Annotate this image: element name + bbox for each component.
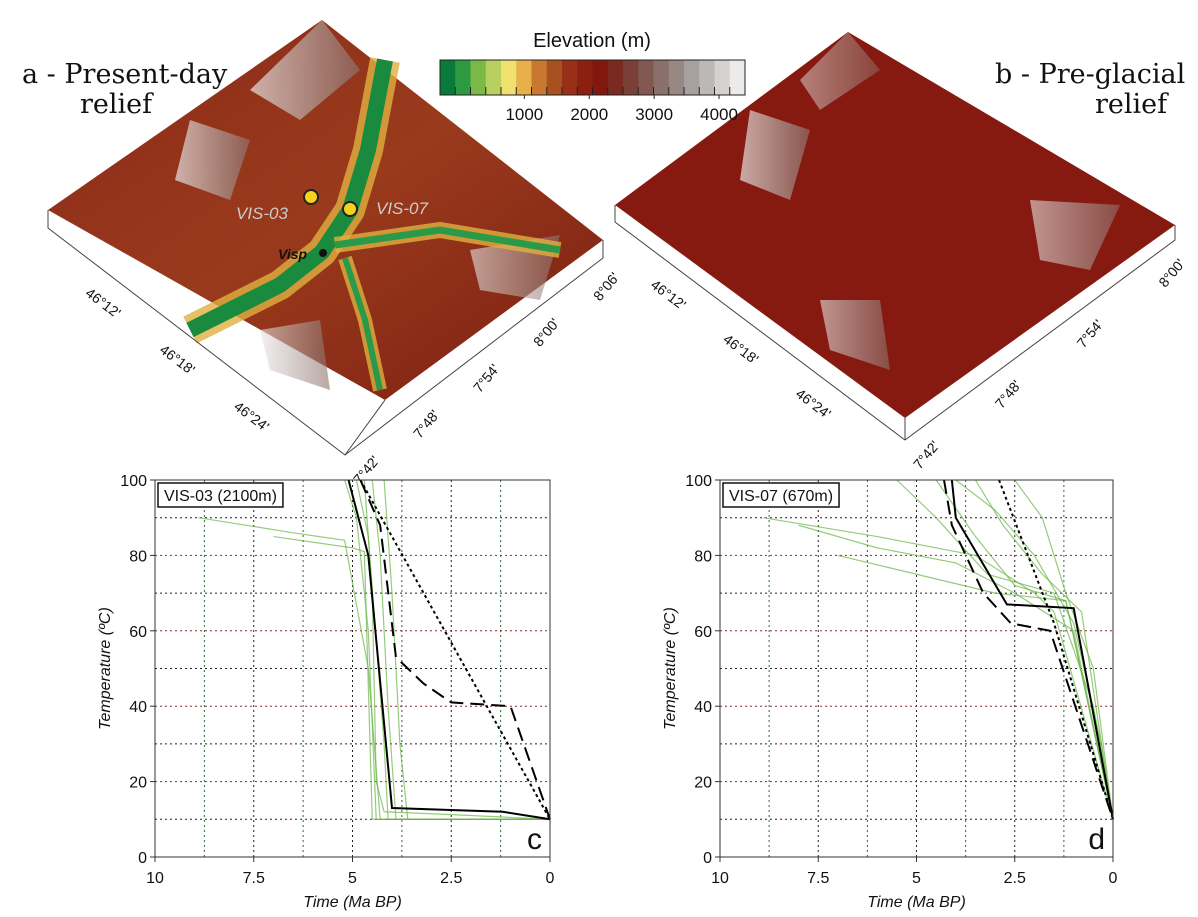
- panel-title: b - Pre-glacial: [995, 59, 1185, 90]
- chart: 10 7.5 5 2.5 0 0 20 40 60 80 100 Time (Ma BP) Temper…: [97, 473, 555, 911]
- y-axis-label: Temperature (ºC): [662, 607, 679, 730]
- y-tick-label: 100: [685, 473, 712, 490]
- colorbar-cell: [531, 60, 548, 95]
- colorbar-tick-label: 3000: [635, 105, 673, 124]
- colorbar-tick-label: 4000: [700, 105, 738, 124]
- title-box: [722, 482, 840, 508]
- colorbar-cell: [470, 60, 487, 95]
- series-line: [974, 479, 1114, 820]
- town-label: Visp: [278, 246, 307, 262]
- valley: [186, 58, 393, 338]
- y-tick-label: 20: [129, 775, 147, 792]
- colorbar-cell: [485, 60, 502, 95]
- x-tick-label: 5: [912, 870, 921, 887]
- colorbar-cell: [577, 60, 593, 95]
- ridge: [175, 120, 250, 200]
- x-tick-label: 2.5: [440, 870, 462, 887]
- series-line: [359, 479, 551, 820]
- y-tick-label: 100: [120, 473, 147, 490]
- x-tick-label: 2.5: [1004, 870, 1026, 887]
- colorbar-cell: [440, 60, 456, 95]
- x-axis-label: Time (Ma BP): [867, 894, 966, 911]
- ridge: [250, 20, 360, 120]
- site-marker: [342, 201, 358, 217]
- colorbar-tick-label: 1000: [505, 105, 543, 124]
- valley: [342, 257, 383, 391]
- colorbar-cell: [501, 60, 517, 95]
- ridge: [820, 300, 890, 370]
- chart-title: VIS-03 (2100m): [164, 488, 277, 505]
- colorbar-cell: [592, 60, 609, 95]
- chart-title: VIS-07 (670m): [729, 488, 833, 505]
- series-line: [798, 524, 1114, 820]
- panel-title: a - Present-day: [22, 59, 228, 90]
- box: [344, 399, 386, 456]
- site-label: VIS-03: [236, 204, 289, 223]
- colorbar-cell: [684, 60, 700, 95]
- colorbar-cell: [546, 60, 563, 95]
- y-tick-label: 0: [138, 850, 147, 867]
- colorbar-cell: [714, 60, 731, 95]
- x-tick-label: 0: [546, 870, 555, 887]
- y-tick-label: 0: [703, 850, 712, 867]
- town-marker: [319, 249, 327, 257]
- colorbar-cell: [699, 60, 715, 95]
- colorbar-tick-label: 2000: [570, 105, 608, 124]
- terrain: [48, 20, 603, 400]
- y-tick-label: 80: [129, 548, 147, 565]
- series-line: [837, 554, 1114, 820]
- x-tick-label: 7.5: [807, 870, 829, 887]
- colorbar-cell: [516, 60, 532, 95]
- series-line: [943, 479, 1114, 820]
- colorbar-cell: [729, 60, 746, 95]
- colorbar-cell: [455, 60, 471, 95]
- ridge: [1030, 200, 1120, 270]
- panel-title: relief: [80, 89, 154, 120]
- series-line: [950, 479, 1114, 820]
- colorbar-cell: [607, 60, 624, 95]
- y-tick-label: 20: [694, 775, 712, 792]
- x-tick-label: 5: [348, 870, 357, 887]
- y-tick-label: 40: [129, 699, 147, 716]
- colorbar-cell: [623, 60, 639, 95]
- colorbar-cell: [653, 60, 670, 95]
- ridge: [740, 110, 810, 200]
- ridge: [800, 32, 880, 110]
- chart: 10 7.5 5 2.5 0 0 20 40 60 80 100 Time (Ma BP) Temper…: [662, 473, 1118, 911]
- colorbar-cell: [668, 60, 685, 95]
- colorbar-cell: [562, 60, 578, 95]
- y-tick-label: 40: [694, 699, 712, 716]
- series-line: [998, 479, 1114, 820]
- site-label: VIS-07: [376, 199, 429, 218]
- colorbar-cell: [638, 60, 654, 95]
- title-box: [157, 482, 284, 508]
- site-marker: [303, 189, 319, 205]
- x-tick-label: 10: [711, 870, 729, 887]
- map-a: VIS-03 VIS-07 Visp: [47, 20, 604, 456]
- valley: [334, 226, 561, 254]
- map-b: [614, 32, 1176, 441]
- panel-letter: c: [527, 823, 542, 856]
- x-tick-label: 7.5: [243, 870, 265, 887]
- x-tick-label: 0: [1109, 870, 1118, 887]
- series-line: [359, 479, 551, 820]
- series-line: [347, 479, 551, 821]
- series-line: [955, 479, 1114, 820]
- series-line: [1014, 479, 1114, 820]
- panel-title: relief: [1095, 89, 1169, 120]
- x-tick-label: 10: [146, 870, 164, 887]
- ridge: [260, 320, 330, 390]
- series-line: [273, 535, 550, 820]
- x-axis-label: Time (Ma BP): [303, 894, 402, 911]
- panel-letter: d: [1088, 823, 1105, 856]
- y-axis-label: Temperature (ºC): [97, 607, 114, 730]
- y-tick-label: 60: [129, 624, 147, 641]
- y-tick-label: 60: [694, 624, 712, 641]
- y-tick-label: 80: [694, 548, 712, 565]
- colorbar-title: Elevation (m): [533, 30, 651, 52]
